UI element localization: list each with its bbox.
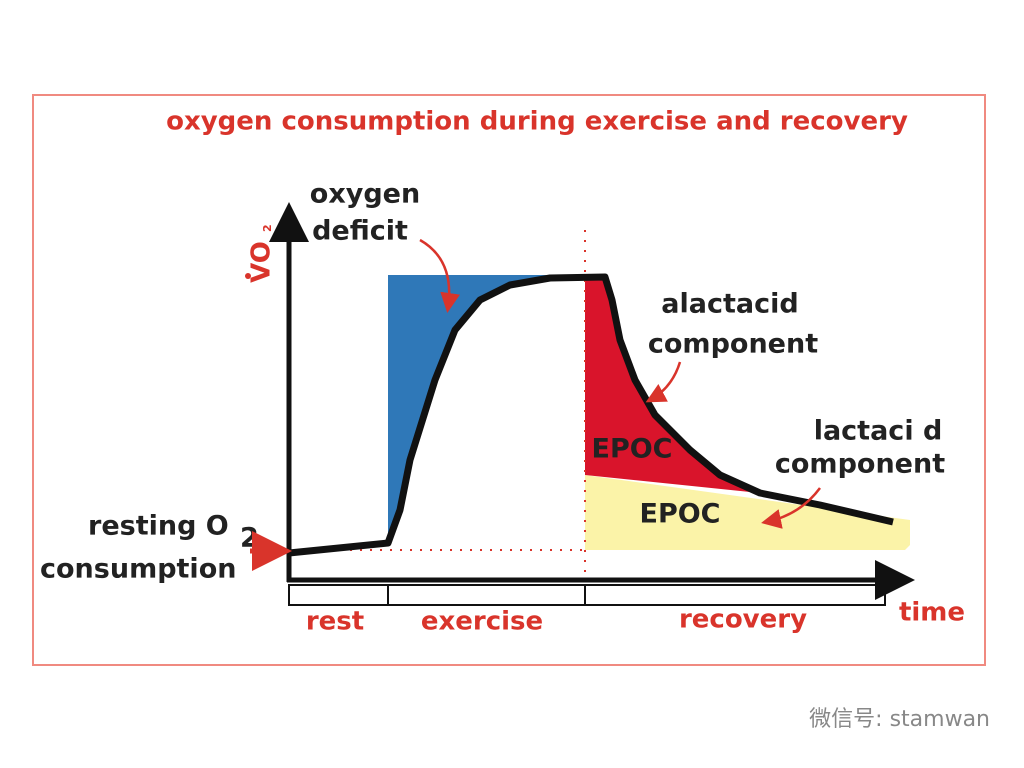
y-axis-label: VO [247,241,277,283]
dot-symbol [245,273,251,279]
phase-bar [288,584,886,606]
annotation: component [648,329,818,360]
oxygen-deficit-area [388,275,585,545]
phase-label: exercise [421,607,543,637]
lactacid-area [585,475,910,550]
epoc-label: EPOC [592,434,673,465]
x-axis-label: time [899,598,965,628]
annotation: oxygen [310,179,420,210]
y-axis-label-group: VO 2 [247,224,277,283]
frame [32,94,986,666]
annotation: resting O [88,511,229,542]
watermark: 微信号: stamwan [809,707,990,732]
epoc-label: EPOC [640,499,721,530]
annotation: lactaci d [814,416,943,447]
title: oxygen consumption during exercise and r… [166,107,908,137]
phase-label: rest [306,607,364,637]
annotation: component [775,449,945,480]
vo2-curve [288,273,894,557]
phase-label: recovery [679,605,807,635]
arrow [761,487,822,529]
annotation: alactacid [661,289,798,320]
annotation: consumption [40,554,236,585]
arrow [645,361,682,403]
annotation: deficit [312,216,408,247]
y-axis-subscript: 2 [261,224,274,232]
alactacid-area [585,275,750,492]
arrow [419,238,461,313]
